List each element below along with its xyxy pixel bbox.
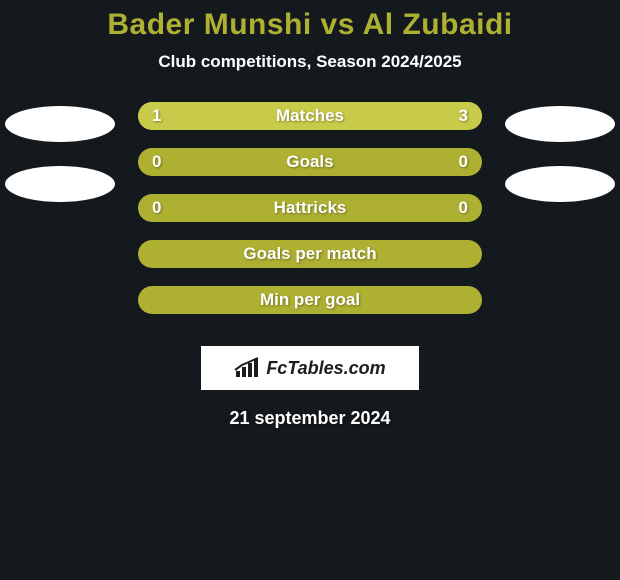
right-player-photos: [500, 102, 620, 202]
player-photo: [505, 166, 615, 202]
stat-row: Min per goal: [138, 286, 482, 314]
chart-icon: [234, 357, 260, 379]
stat-row: 00Hattricks: [138, 194, 482, 222]
stat-row: 13Matches: [138, 102, 482, 130]
comparison-infographic: Bader Munshi vs Al Zubaidi Club competit…: [0, 0, 620, 580]
brand-text: FcTables.com: [266, 358, 385, 379]
player-photo: [5, 106, 115, 142]
date: 21 september 2024: [0, 408, 620, 429]
chart-area: 13Matches 00Goals 00Hattricks Goals per mat…: [0, 102, 620, 332]
stat-label: Matches: [138, 102, 482, 130]
stat-row: 00Goals: [138, 148, 482, 176]
page-title: Bader Munshi vs Al Zubaidi: [0, 0, 620, 42]
stat-label: Min per goal: [138, 286, 482, 314]
stat-row: Goals per match: [138, 240, 482, 268]
stat-bars: 13Matches 00Goals 00Hattricks Goals per mat…: [138, 102, 482, 314]
stat-label: Goals: [138, 148, 482, 176]
stat-label: Hattricks: [138, 194, 482, 222]
player-photo: [5, 166, 115, 202]
player-photo: [505, 106, 615, 142]
stat-label: Goals per match: [138, 240, 482, 268]
brand-box: FcTables.com: [201, 346, 419, 390]
page-subtitle: Club competitions, Season 2024/2025: [0, 52, 620, 72]
left-player-photos: [0, 102, 120, 202]
